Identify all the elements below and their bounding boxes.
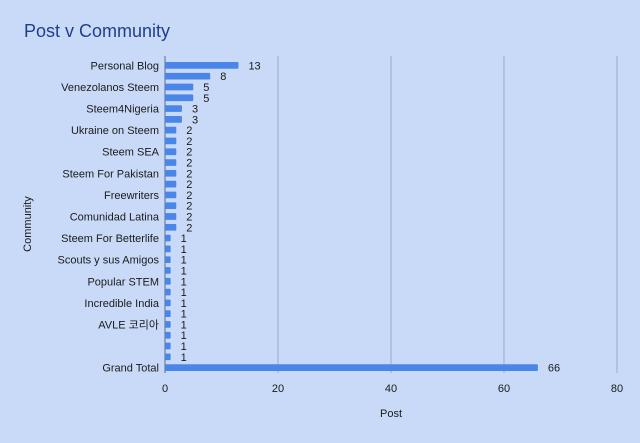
bar-15 [165,223,177,231]
bar-4 [165,105,182,112]
category-label-20: Popular STEM [87,276,159,288]
data-label-26: 1 [181,341,187,353]
category-label-16: Steem For Betterlife [61,233,159,245]
bars [165,62,538,371]
chart-title: Post v Community [24,21,171,41]
bar-6 [165,126,177,134]
category-label-18: Scouts y sus Amigos [58,255,160,267]
bar-16 [165,234,171,242]
x-tick-label-2: 40 [385,383,397,395]
bar-1 [165,72,211,80]
bar-23 [165,310,171,317]
data-label-15: 2 [186,222,192,234]
data-label-27: 1 [181,352,187,364]
data-label-18: 1 [181,255,187,267]
data-label-2: 5 [203,82,209,94]
x-tick-label-3: 60 [498,383,510,395]
bar-8 [165,148,177,156]
bar-21 [165,288,171,296]
data-label-24: 1 [181,319,187,331]
data-label-5: 3 [192,114,198,126]
category-label-0: Personal Blog [91,60,160,72]
bar-27 [165,353,171,361]
bar-20 [165,277,171,285]
bar-7 [165,137,177,145]
data-label-1: 8 [220,71,226,83]
data-label-7: 2 [186,136,192,148]
data-label-23: 1 [181,309,187,321]
x-tick-labels: 0 20 40 60 80 [162,383,623,395]
bar-9 [165,159,177,166]
bar-0 [165,62,239,69]
data-label-6: 2 [186,125,192,137]
data-label-11: 2 [186,179,192,191]
data-label-3: 5 [203,93,209,105]
category-label-10: Steem For Pakistan [62,168,159,180]
data-label-28: 66 [548,363,560,375]
y-axis-label: Community [22,196,34,252]
data-label-17: 1 [181,244,187,256]
category-label-8: Steem SEA [102,147,160,159]
bar-3 [165,94,194,102]
bar-28 [165,364,538,371]
bar-25 [165,331,171,339]
data-label-25: 1 [181,330,187,342]
data-label-16: 1 [181,233,187,245]
bar-17 [165,245,171,253]
x-tick-label-4: 80 [611,383,623,395]
data-label-9: 2 [186,158,192,170]
bar-10 [165,169,177,177]
x-tick-label-0: 0 [162,383,168,395]
bar-5 [165,116,182,123]
category-label-24: AVLE 코리아 [98,318,159,331]
category-labels: Personal Blog Venezolanos Steem Steem4Nige… [58,60,160,374]
data-label-21: 1 [181,287,187,299]
x-axis-label: Post [380,408,402,420]
bar-12 [165,191,177,199]
category-label-14: Comunidad Latina [70,212,160,224]
bar-2 [165,83,194,91]
gridlines [164,56,618,373]
bar-26 [165,342,171,350]
category-label-2: Venezolanos Steem [61,82,159,94]
bar-22 [165,299,171,307]
data-label-4: 3 [192,104,198,116]
category-label-12: Freewriters [104,190,160,202]
category-label-4: Steem4Nigeria [86,104,160,116]
bar-14 [165,213,177,220]
data-label-22: 1 [181,298,187,310]
data-label-8: 2 [186,147,192,159]
bar-24 [165,321,171,328]
data-label-10: 2 [186,168,192,180]
data-label-12: 2 [186,190,192,202]
bar-11 [165,180,177,188]
data-label-19: 1 [181,265,187,277]
data-label-20: 1 [181,276,187,288]
category-label-22: Incredible India [84,298,159,310]
bar-19 [165,267,171,274]
category-label-6: Ukraine on Steem [71,125,159,137]
category-label-28: Grand Total [102,363,159,375]
bar-13 [165,202,177,210]
data-label-13: 2 [186,201,192,213]
bar-18 [165,256,171,264]
x-tick-label-1: 20 [272,383,284,395]
data-label-0: 13 [248,60,260,72]
data-label-14: 2 [186,212,192,224]
